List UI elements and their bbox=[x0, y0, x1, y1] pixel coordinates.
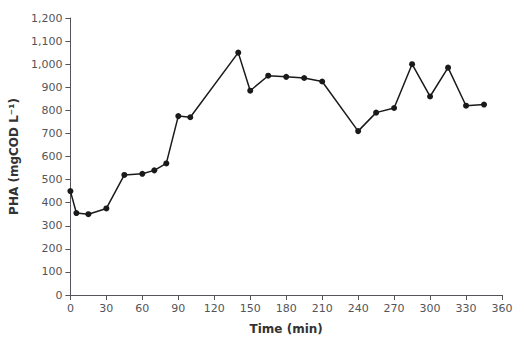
svg-text:400: 400 bbox=[41, 196, 62, 209]
svg-text:100: 100 bbox=[41, 265, 62, 278]
svg-text:300: 300 bbox=[41, 219, 62, 232]
svg-text:700: 700 bbox=[41, 127, 62, 140]
svg-text:600: 600 bbox=[41, 150, 62, 163]
svg-text:200: 200 bbox=[41, 242, 62, 255]
svg-text:240: 240 bbox=[348, 302, 369, 315]
svg-text:1,000: 1,000 bbox=[31, 58, 63, 71]
svg-text:0: 0 bbox=[55, 289, 62, 302]
svg-text:300: 300 bbox=[420, 302, 441, 315]
svg-text:90: 90 bbox=[171, 302, 185, 315]
svg-text:330: 330 bbox=[456, 302, 477, 315]
svg-text:30: 30 bbox=[99, 302, 113, 315]
svg-text:180: 180 bbox=[276, 302, 297, 315]
svg-text:0: 0 bbox=[67, 302, 74, 315]
svg-text:60: 60 bbox=[135, 302, 149, 315]
svg-text:900: 900 bbox=[41, 81, 62, 94]
svg-text:120: 120 bbox=[204, 302, 225, 315]
svg-text:Time (min): Time (min) bbox=[250, 322, 323, 336]
svg-text:1,200: 1,200 bbox=[31, 12, 63, 25]
svg-text:1,100: 1,100 bbox=[31, 35, 63, 48]
svg-text:800: 800 bbox=[41, 104, 62, 117]
svg-text:150: 150 bbox=[240, 302, 261, 315]
svg-text:210: 210 bbox=[312, 302, 333, 315]
svg-text:500: 500 bbox=[41, 173, 62, 186]
svg-text:270: 270 bbox=[384, 302, 405, 315]
svg-text:PHA (mgCOD L⁻¹): PHA (mgCOD L⁻¹) bbox=[7, 98, 21, 215]
svg-text:360: 360 bbox=[492, 302, 513, 315]
